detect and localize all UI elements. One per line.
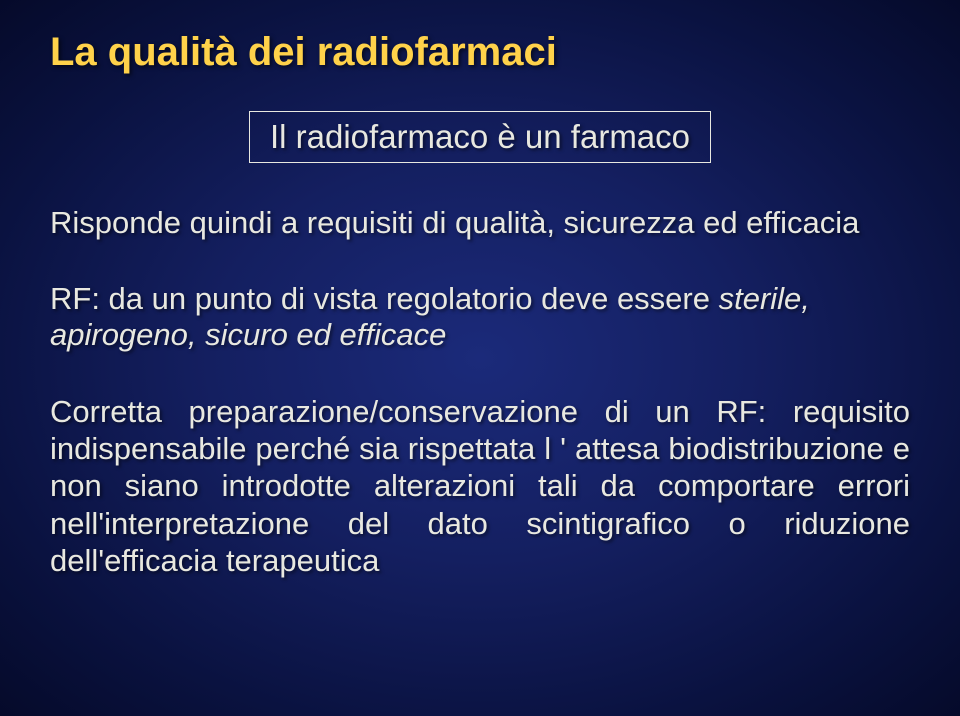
slide-title: La qualità dei radiofarmaci xyxy=(50,30,910,75)
regulatory-plain: RF: da un punto di vista regolatorio dev… xyxy=(50,281,719,316)
intro-line: Risponde quindi a requisiti di qualità, … xyxy=(50,205,910,241)
slide: La qualità dei radiofarmaci Il radiofarm… xyxy=(0,0,960,716)
boxed-container: Il radiofarmaco è un farmaco xyxy=(50,111,910,163)
boxed-subtitle: Il radiofarmaco è un farmaco xyxy=(249,111,711,163)
body-paragraph: Corretta preparazione/conservazione di u… xyxy=(50,393,910,579)
regulatory-line: RF: da un punto di vista regolatorio dev… xyxy=(50,281,910,353)
